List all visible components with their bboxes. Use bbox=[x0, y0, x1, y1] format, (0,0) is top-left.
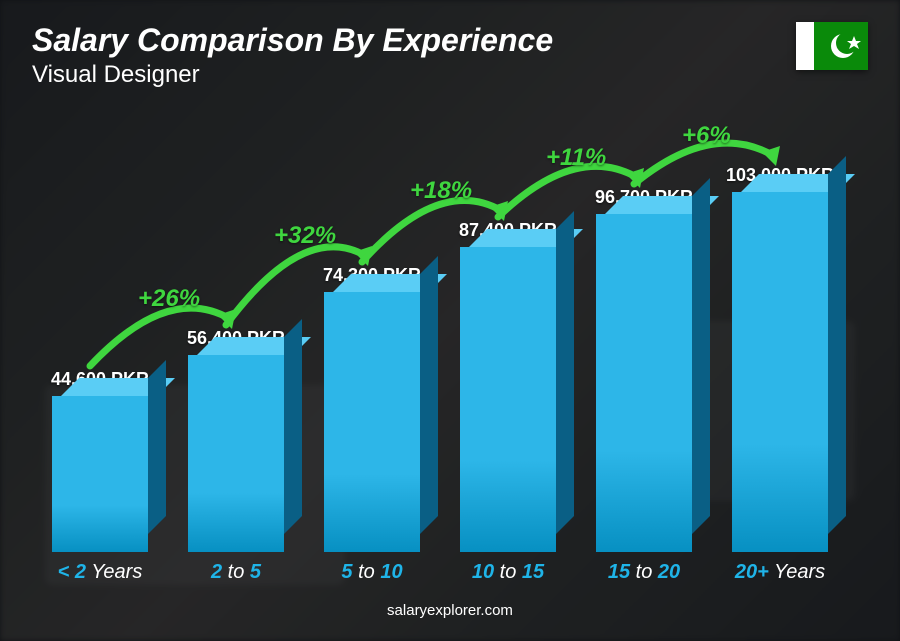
country-flag-pakistan bbox=[796, 22, 868, 70]
bar-front-face bbox=[324, 292, 420, 552]
bar-side-face bbox=[828, 156, 846, 534]
x-axis-label: 15 to 20 bbox=[576, 561, 712, 584]
bar-slot: 103,000 PKR bbox=[712, 122, 848, 552]
x-axis-label: 10 to 15 bbox=[440, 561, 576, 584]
bar bbox=[324, 292, 420, 552]
x-axis-labels: < 2 Years2 to 55 to 1010 to 1515 to 2020… bbox=[32, 561, 848, 584]
bar-front-face bbox=[732, 192, 828, 552]
bar-slot: 74,300 PKR bbox=[304, 122, 440, 552]
flag-stripe bbox=[796, 22, 814, 70]
chart-title: Salary Comparison By Experience bbox=[32, 22, 868, 59]
bar bbox=[460, 247, 556, 552]
chart-container: Salary Comparison By Experience Visual D… bbox=[0, 0, 900, 641]
bars-row: 44,600 PKR56,400 PKR74,300 PKR87,400 PKR… bbox=[32, 122, 848, 552]
bar bbox=[52, 396, 148, 552]
bar-front-face bbox=[460, 247, 556, 552]
bar-front-face bbox=[596, 214, 692, 552]
bar-front-face bbox=[188, 355, 284, 552]
bar-side-face bbox=[420, 256, 438, 534]
flag-field bbox=[814, 22, 868, 70]
footer-source: salaryexplorer.com bbox=[32, 602, 868, 623]
x-axis-label: 5 to 10 bbox=[304, 561, 440, 584]
bar bbox=[732, 192, 828, 552]
bar-chart: 44,600 PKR56,400 PKR74,300 PKR87,400 PKR… bbox=[32, 109, 868, 602]
header: Salary Comparison By Experience Visual D… bbox=[32, 22, 868, 89]
bar-side-face bbox=[556, 211, 574, 534]
chart-subtitle: Visual Designer bbox=[32, 61, 868, 89]
bar bbox=[596, 214, 692, 552]
bar-slot: 96,700 PKR bbox=[576, 122, 712, 552]
x-axis-label: < 2 Years bbox=[32, 561, 168, 584]
bar-slot: 44,600 PKR bbox=[32, 122, 168, 552]
bar-front-face bbox=[52, 396, 148, 552]
x-axis-label: 20+ Years bbox=[712, 561, 848, 584]
bar-side-face bbox=[692, 178, 710, 534]
bar-side-face bbox=[148, 360, 166, 534]
bar-slot: 87,400 PKR bbox=[440, 122, 576, 552]
bar-side-face bbox=[284, 319, 302, 534]
bar bbox=[188, 355, 284, 552]
x-axis-label: 2 to 5 bbox=[168, 561, 304, 584]
bar-slot: 56,400 PKR bbox=[168, 122, 304, 552]
